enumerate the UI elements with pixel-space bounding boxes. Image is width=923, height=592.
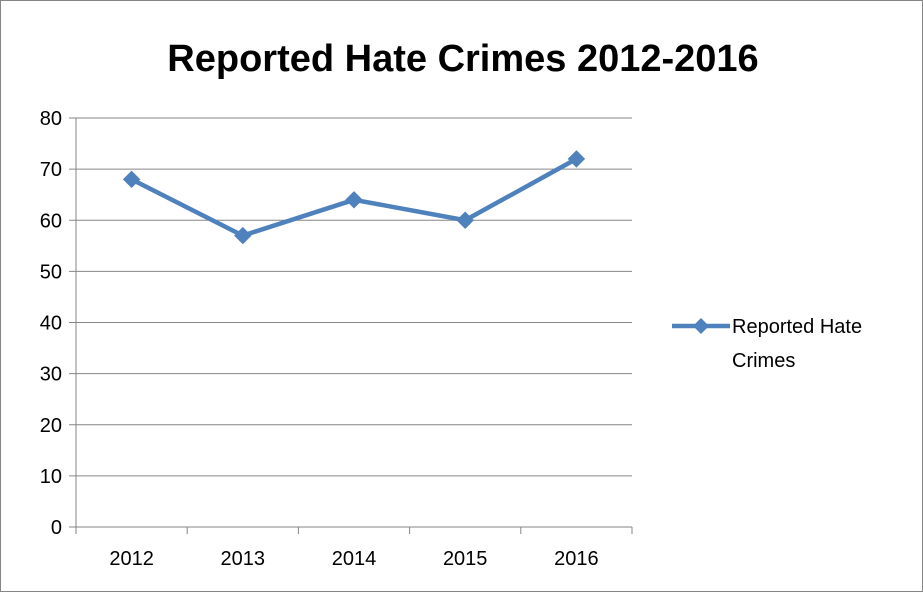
x-tick-label: 2012: [109, 548, 154, 570]
legend-marker: [693, 318, 709, 334]
legend-label: Reported Hate: [732, 316, 862, 338]
y-tick-label: 30: [40, 364, 62, 386]
data-point-marker: [122, 170, 141, 189]
y-tick-label: 10: [40, 466, 62, 488]
y-tick-label: 60: [40, 210, 62, 232]
data-point-marker: [567, 150, 586, 168]
y-tick-label: 50: [40, 261, 62, 283]
y-tick-label: 80: [40, 108, 62, 130]
series-layer: [122, 150, 586, 245]
x-tick-label: 2014: [332, 548, 377, 570]
y-tick-label: 40: [40, 313, 62, 335]
y-tick-label: 0: [51, 517, 62, 539]
chart-title: Reported Hate Crimes 2012-2016: [167, 38, 758, 80]
axes: 0 10 20 30 40 50 60 70 80 2012 2013 2014 2015 2016: [40, 108, 633, 570]
x-tick-label: 2015: [443, 548, 488, 570]
data-point-marker: [456, 211, 474, 229]
legend-label: Crimes: [732, 350, 795, 372]
y-tick-label: 20: [40, 415, 62, 437]
gridlines: [76, 117, 632, 477]
x-tick-label: 2016: [554, 548, 599, 570]
data-point-marker: [234, 226, 252, 245]
y-tick-label: 70: [40, 159, 62, 181]
x-tick-label: 2013: [221, 548, 266, 570]
legend: Reported Hate Crimes: [672, 316, 862, 372]
data-point-marker: [345, 191, 363, 209]
